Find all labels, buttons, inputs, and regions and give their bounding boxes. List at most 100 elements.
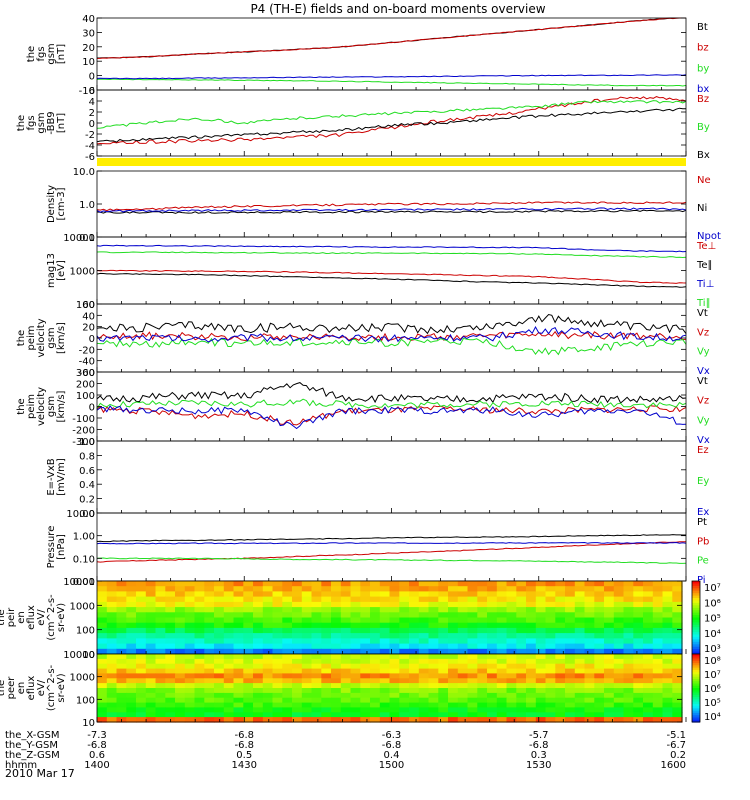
heatmap-cell — [496, 688, 508, 694]
heatmap-cell — [116, 658, 127, 665]
heatmap-cell — [204, 697, 215, 704]
heatmap-cell — [379, 581, 391, 587]
heatmap-cell — [574, 658, 586, 665]
heatmap-cell — [526, 702, 537, 709]
heatmap-cell — [389, 707, 400, 713]
heatmap-cell — [477, 581, 488, 587]
heatmap-cell — [165, 627, 176, 634]
heatmap-cell — [243, 707, 254, 713]
colorbar-segment — [692, 654, 700, 657]
heatmap-cell — [643, 633, 654, 639]
heatmap-cell — [311, 596, 322, 603]
heatmap-cell — [399, 697, 410, 704]
heatmap-cell — [409, 622, 420, 629]
heatmap-cell — [331, 633, 342, 639]
colorbar-segment — [692, 612, 700, 616]
colorbar-segment — [692, 656, 700, 660]
heatmap-cell — [545, 658, 556, 665]
heatmap-cell — [194, 622, 205, 629]
heatmap-cell — [409, 627, 420, 634]
heatmap-cell — [584, 612, 595, 619]
heatmap-cell — [116, 622, 127, 629]
heatmap-cell — [311, 633, 322, 639]
heatmap-cell — [301, 586, 313, 592]
heatmap-cell — [672, 638, 683, 645]
heatmap-cell — [223, 617, 235, 624]
heatmap-cell — [477, 688, 488, 694]
heatmap-cell — [487, 633, 498, 639]
colorbar-segment — [692, 703, 700, 707]
legend-label: Pi — [697, 575, 706, 586]
heatmap-cell — [204, 643, 215, 650]
heatmap-cell — [340, 581, 352, 587]
heatmap-cell — [360, 702, 371, 709]
heatmap-cell — [487, 596, 498, 603]
heatmap-cell — [652, 607, 664, 613]
heatmap-cell — [106, 612, 118, 619]
colorbar-segment — [692, 590, 700, 594]
heatmap-cell — [272, 717, 283, 723]
heatmap-cell — [643, 678, 654, 684]
heatmap-cell — [448, 638, 459, 645]
heatmap-cell — [243, 601, 254, 608]
heatmap-cell — [633, 697, 644, 704]
heatmap-cell — [448, 678, 459, 684]
heatmap-cell — [223, 581, 235, 587]
heatmap-cell — [233, 688, 244, 694]
heatmap-cell — [145, 683, 157, 689]
colorbar-segment — [692, 712, 700, 716]
y-axis-label-line: the — [16, 330, 27, 346]
heatmap-cell — [584, 697, 595, 704]
heatmap-cell — [594, 668, 605, 675]
heatmap-cell — [165, 673, 176, 679]
y-axis-label-line: the — [16, 398, 27, 414]
heatmap-cell — [409, 648, 420, 655]
heatmap-cell — [350, 612, 361, 619]
heatmap-cell — [360, 633, 371, 639]
heatmap-cell — [574, 697, 586, 704]
y-axis-label-line: Density — [46, 185, 57, 223]
series-line-red — [96, 541, 687, 563]
heatmap-cell — [116, 643, 127, 650]
heatmap-cell — [545, 683, 556, 689]
heatmap-cell — [321, 596, 332, 603]
colorbar-segment — [692, 719, 700, 723]
heatmap-cell — [282, 692, 293, 699]
heatmap-cell — [526, 654, 537, 660]
heatmap-cell — [457, 607, 469, 613]
heatmap-cell — [106, 692, 118, 699]
colorbar-tick-label: 10⁶ — [704, 598, 721, 609]
colorbar-tick-label: 10⁸ — [704, 656, 721, 667]
y-tick-label: 40 — [82, 311, 95, 322]
heatmap-cell — [633, 663, 644, 670]
heatmap-cell — [360, 663, 371, 670]
heatmap-cell — [214, 673, 225, 679]
heatmap-cell — [428, 654, 439, 660]
heatmap-cell — [487, 612, 498, 619]
heatmap-cell — [633, 654, 644, 660]
heatmap-cell — [477, 643, 488, 650]
heatmap-cell — [262, 586, 274, 592]
heatmap-cell — [126, 581, 137, 587]
heatmap-cell — [535, 663, 547, 670]
heatmap-cell — [311, 607, 322, 613]
heatmap-cell — [116, 633, 127, 639]
heatmap-cell — [526, 627, 537, 634]
heatmap-cell — [223, 683, 235, 689]
heatmap-cell — [214, 622, 225, 629]
heatmap-cell — [565, 654, 576, 660]
heatmap-cell — [428, 702, 439, 709]
heatmap-cell — [340, 591, 352, 598]
heatmap-cell — [604, 638, 615, 645]
heatmap-cell — [399, 663, 410, 670]
heatmap-cell — [526, 622, 537, 629]
heatmap-cell — [448, 654, 459, 660]
heatmap-cell — [643, 586, 654, 592]
heatmap-cell — [526, 586, 537, 592]
heatmap-cell — [184, 654, 196, 660]
colorbar-segment — [692, 607, 700, 611]
heatmap-cell — [643, 692, 654, 699]
heatmap-cell — [194, 663, 205, 670]
heatmap-cell — [214, 591, 225, 598]
heatmap-cell — [526, 648, 537, 655]
